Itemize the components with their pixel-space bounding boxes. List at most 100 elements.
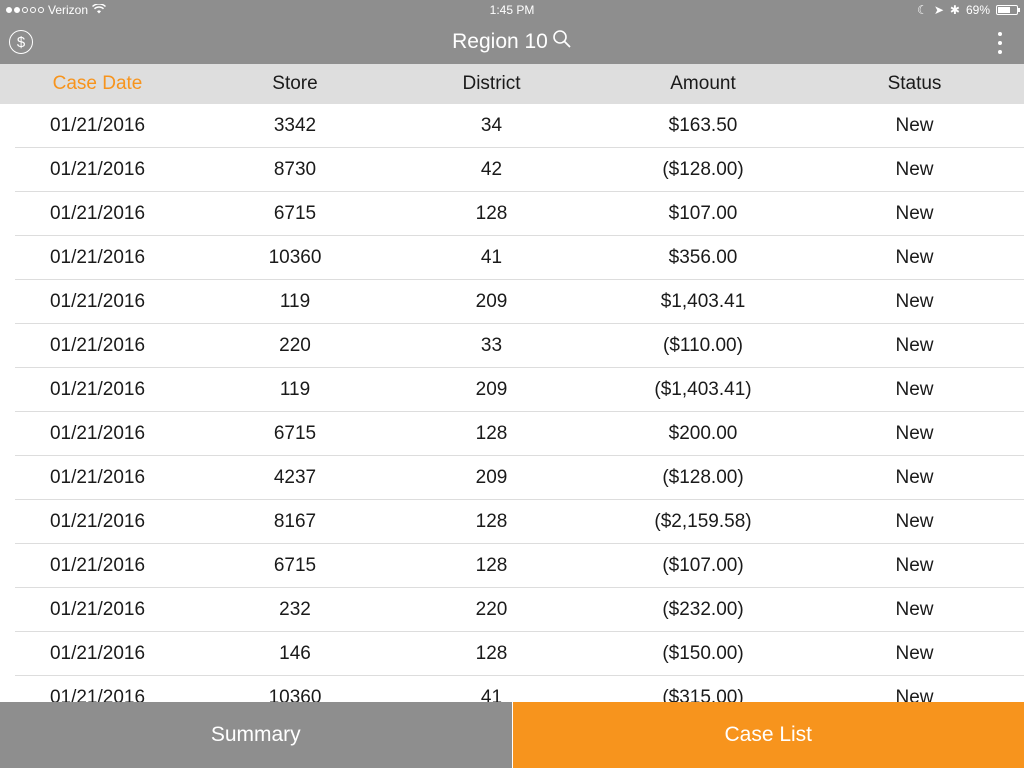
cell-store: 10360 <box>268 247 322 268</box>
cell-district: 128 <box>475 423 508 444</box>
cell-status: New <box>895 291 934 312</box>
cell-store: 119 <box>279 379 311 400</box>
cell-amount: $200.00 <box>668 423 738 444</box>
table-row[interactable]: 01/21/2016 119 209 $1,403.41 New <box>0 280 1024 324</box>
tab-summary[interactable]: Summary <box>0 702 513 768</box>
table-row[interactable]: 01/21/2016 220 33 ($110.00) New <box>0 324 1024 368</box>
cell-amount: ($150.00) <box>662 643 744 664</box>
cell-amount: ($107.00) <box>662 555 744 576</box>
column-header-store[interactable]: Store <box>272 73 318 94</box>
table-row[interactable]: 01/21/2016 232 220 ($232.00) New <box>0 588 1024 632</box>
column-header-amount[interactable]: Amount <box>670 73 736 94</box>
cell-district: 128 <box>475 203 508 224</box>
cell-status: New <box>895 159 934 180</box>
cell-district: 42 <box>480 159 503 180</box>
cell-status: New <box>895 599 934 620</box>
location-icon: ➤ <box>933 3 944 17</box>
cell-district: 41 <box>480 247 503 268</box>
region-title-button[interactable]: Region 10 <box>452 29 572 55</box>
cell-store: 6715 <box>273 555 317 576</box>
table-row[interactable]: 01/21/2016 6715 128 ($107.00) New <box>0 544 1024 588</box>
table-row[interactable]: 01/21/2016 10360 41 ($315.00) New <box>0 676 1024 702</box>
carrier-label: Verizon <box>48 3 89 17</box>
cell-store: 3342 <box>273 115 317 136</box>
column-header-status[interactable]: Status <box>887 73 942 94</box>
cell-store: 8730 <box>273 159 317 180</box>
status-left: Verizon <box>6 3 306 17</box>
cell-amount: ($315.00) <box>662 687 744 702</box>
cell-case-date: 01/21/2016 <box>49 247 146 268</box>
cell-amount: ($1,403.41) <box>654 379 752 400</box>
cell-case-date: 01/21/2016 <box>49 643 146 664</box>
cell-status: New <box>895 555 934 576</box>
cell-status: New <box>895 467 934 488</box>
cell-status: New <box>895 379 934 400</box>
status-right: ☾ ➤ ✱ 69% <box>718 3 1020 17</box>
cell-amount: $1,403.41 <box>660 291 746 312</box>
cell-case-date: 01/21/2016 <box>49 687 146 702</box>
cell-store: 6715 <box>273 203 317 224</box>
status-time: 1:45 PM <box>489 3 535 17</box>
table-row[interactable]: 01/21/2016 6715 128 $107.00 New <box>0 192 1024 236</box>
cell-status: New <box>895 335 934 356</box>
cell-district: 41 <box>480 687 503 702</box>
table-row[interactable]: 01/21/2016 10360 41 $356.00 New <box>0 236 1024 280</box>
table-row[interactable]: 01/21/2016 6715 128 $200.00 New <box>0 412 1024 456</box>
table-row[interactable]: 01/21/2016 146 128 ($150.00) New <box>0 632 1024 676</box>
signal-strength-icon <box>6 7 44 13</box>
cell-amount: ($128.00) <box>662 467 744 488</box>
cell-store: 220 <box>279 335 311 356</box>
cell-district: 33 <box>480 335 503 356</box>
cell-status: New <box>895 643 934 664</box>
cell-store: 232 <box>279 599 311 620</box>
cell-case-date: 01/21/2016 <box>49 599 146 620</box>
column-header-case-date[interactable]: Case Date <box>52 73 143 94</box>
cell-district: 128 <box>475 555 508 576</box>
navigation-bar: $ Region 10 <box>0 20 1024 64</box>
cell-store: 6715 <box>273 423 317 444</box>
cell-case-date: 01/21/2016 <box>49 159 146 180</box>
dollar-circle-icon[interactable]: $ <box>9 30 33 54</box>
cell-district: 209 <box>475 467 508 488</box>
table-header: Case Date Store District Amount Status <box>0 64 1024 104</box>
cell-district: 209 <box>475 291 508 312</box>
cell-status: New <box>895 423 934 444</box>
cell-case-date: 01/21/2016 <box>49 555 146 576</box>
cell-status: New <box>895 115 934 136</box>
table-row[interactable]: 01/21/2016 8730 42 ($128.00) New <box>0 148 1024 192</box>
cell-store: 10360 <box>268 687 322 702</box>
cell-district: 209 <box>475 379 508 400</box>
tab-case-list[interactable]: Case List <box>512 702 1024 768</box>
cell-case-date: 01/21/2016 <box>49 467 146 488</box>
column-header-district[interactable]: District <box>462 73 521 94</box>
cell-case-date: 01/21/2016 <box>49 379 146 400</box>
table-row[interactable]: 01/21/2016 8167 128 ($2,159.58) New <box>0 500 1024 544</box>
cell-store: 119 <box>279 291 311 312</box>
table-row[interactable]: 01/21/2016 119 209 ($1,403.41) New <box>0 368 1024 412</box>
more-vertical-icon[interactable] <box>996 32 1004 54</box>
case-table[interactable]: 01/21/2016 3342 34 $163.50 New 01/21/2016 8730… <box>0 104 1024 702</box>
moon-icon: ☾ <box>917 3 928 17</box>
cell-district: 34 <box>480 115 503 136</box>
cell-amount: $107.00 <box>668 203 738 224</box>
table-row[interactable]: 01/21/2016 3342 34 $163.50 New <box>0 104 1024 148</box>
cell-amount: $356.00 <box>668 247 738 268</box>
cell-district: 220 <box>475 599 508 620</box>
cell-status: New <box>895 687 934 702</box>
cell-case-date: 01/21/2016 <box>49 511 146 532</box>
battery-percent: 69% <box>965 3 990 17</box>
cell-store: 4237 <box>273 467 317 488</box>
cell-status: New <box>895 203 934 224</box>
page-title: Region 10 <box>452 30 548 53</box>
search-icon[interactable] <box>552 29 572 55</box>
cell-amount: ($110.00) <box>663 335 743 356</box>
cell-store: 8167 <box>273 511 317 532</box>
cell-case-date: 01/21/2016 <box>49 291 146 312</box>
cell-amount: ($128.00) <box>662 159 744 180</box>
cell-status: New <box>895 247 934 268</box>
cell-store: 146 <box>279 643 311 664</box>
table-row[interactable]: 01/21/2016 4237 209 ($128.00) New <box>0 456 1024 500</box>
cell-status: New <box>895 511 934 532</box>
bottom-tab-bar: Summary Case List <box>0 702 1024 768</box>
